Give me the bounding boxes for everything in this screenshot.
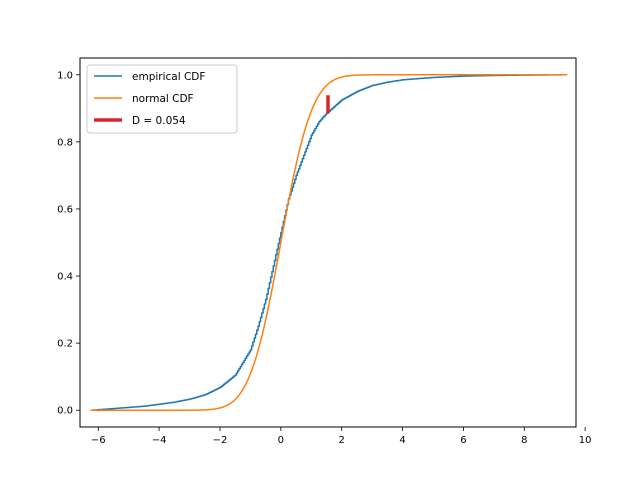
x-axis-ticks: −6 −4 −2 0 2 4 6 8 10 bbox=[91, 427, 592, 446]
y-tick-label: 0.8 bbox=[57, 137, 73, 148]
normal-cdf-line bbox=[90, 74, 567, 411]
legend-label: empirical CDF bbox=[132, 71, 205, 83]
x-tick-label: 10 bbox=[579, 435, 592, 446]
x-tick-label: −4 bbox=[152, 435, 167, 446]
legend-label: normal CDF bbox=[132, 93, 194, 105]
x-tick-label: 6 bbox=[460, 435, 466, 446]
y-tick-label: 0.2 bbox=[57, 339, 73, 350]
legend-label: D = 0.054 bbox=[132, 115, 186, 127]
x-tick-label: −6 bbox=[91, 435, 106, 446]
y-tick-label: 0.4 bbox=[57, 272, 73, 283]
legend: empirical CDF normal CDF D = 0.054 bbox=[86, 64, 238, 134]
y-tick-label: 0.6 bbox=[57, 204, 73, 215]
x-tick-label: −2 bbox=[213, 435, 228, 446]
plot-data-group bbox=[90, 74, 568, 411]
x-tick-label: 4 bbox=[399, 435, 405, 446]
y-axis-ticks: 0.0 0.2 0.4 0.6 0.8 1.0 bbox=[57, 70, 80, 417]
x-tick-label: 0 bbox=[278, 435, 284, 446]
plot-frame bbox=[79, 57, 577, 428]
y-tick-label: 0.0 bbox=[57, 406, 73, 417]
x-tick-label: 8 bbox=[521, 435, 527, 446]
x-tick-label: 2 bbox=[339, 435, 345, 446]
y-tick-label: 1.0 bbox=[57, 70, 73, 81]
legend-box bbox=[86, 64, 238, 134]
